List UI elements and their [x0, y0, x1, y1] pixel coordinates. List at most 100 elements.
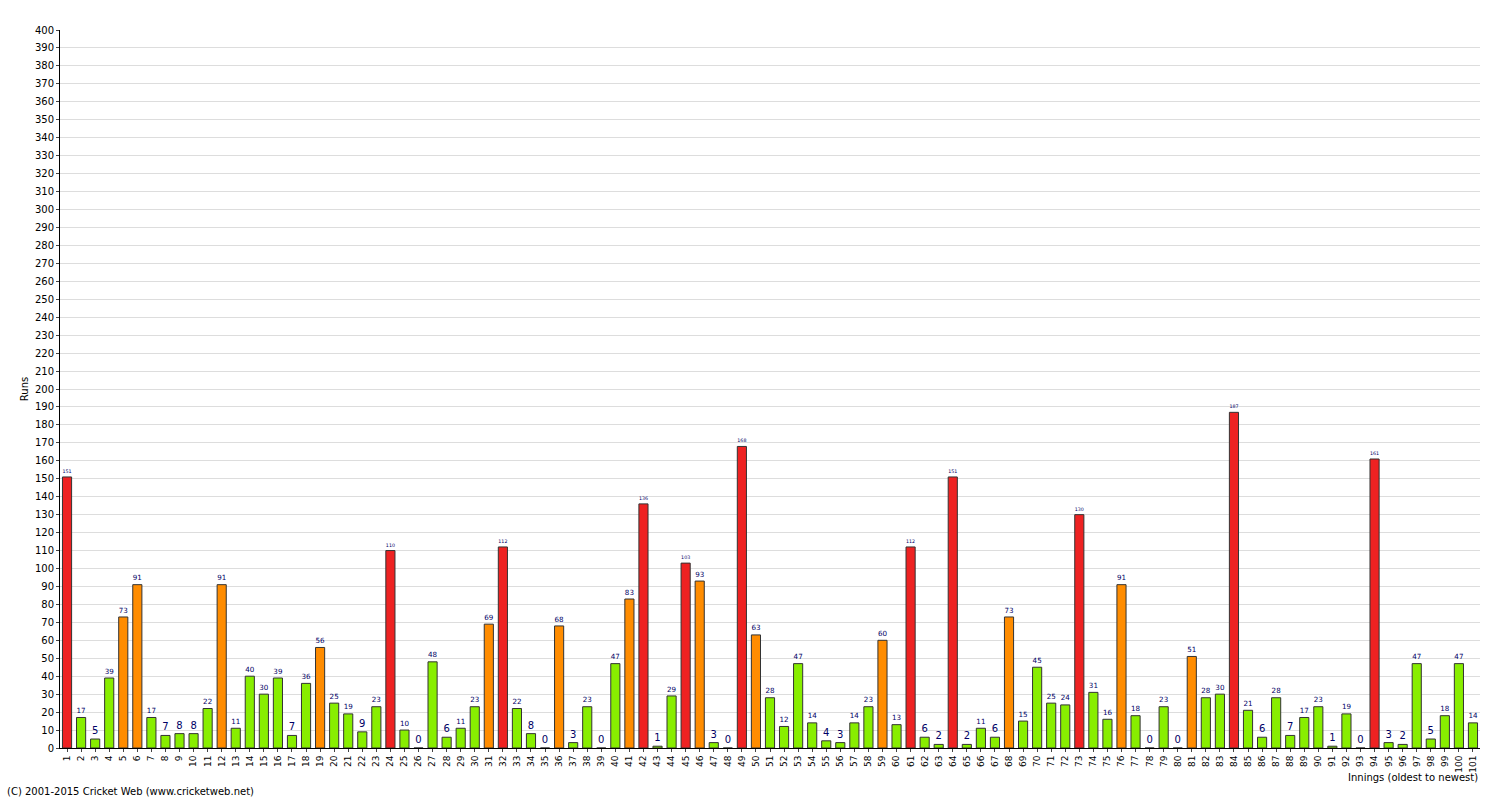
svg-text:75: 75	[1102, 756, 1112, 767]
svg-text:63: 63	[934, 756, 944, 767]
svg-text:21: 21	[343, 756, 353, 767]
svg-text:32: 32	[498, 756, 508, 767]
svg-text:91: 91	[1117, 573, 1126, 582]
svg-text:40: 40	[245, 665, 255, 674]
svg-text:39: 39	[105, 667, 115, 676]
svg-text:5: 5	[118, 756, 128, 762]
svg-text:5: 5	[1428, 725, 1434, 736]
svg-text:8: 8	[528, 720, 534, 731]
svg-text:89: 89	[1299, 755, 1309, 767]
svg-text:99: 99	[1440, 755, 1450, 767]
svg-text:300: 300	[35, 204, 54, 215]
svg-text:240: 240	[35, 312, 54, 323]
svg-text:28: 28	[442, 755, 452, 767]
svg-text:38: 38	[582, 755, 592, 767]
svg-text:1: 1	[62, 756, 72, 762]
svg-text:50: 50	[41, 653, 54, 664]
svg-text:71: 71	[1046, 756, 1056, 767]
svg-text:250: 250	[35, 294, 54, 305]
svg-text:18: 18	[1440, 704, 1450, 713]
svg-text:23: 23	[470, 695, 479, 704]
svg-text:Runs: Runs	[19, 377, 30, 401]
svg-text:120: 120	[35, 527, 54, 538]
svg-text:4: 4	[823, 727, 829, 738]
svg-text:36: 36	[554, 755, 564, 767]
svg-text:0: 0	[598, 734, 604, 745]
svg-text:62: 62	[920, 756, 930, 767]
svg-text:136: 136	[639, 496, 648, 501]
svg-text:69: 69	[1018, 755, 1028, 767]
svg-text:400: 400	[35, 25, 54, 36]
svg-text:81: 81	[1187, 756, 1197, 767]
svg-text:3: 3	[711, 729, 717, 740]
svg-text:96: 96	[1398, 755, 1408, 767]
svg-text:44: 44	[667, 755, 677, 767]
svg-text:23: 23	[372, 695, 381, 704]
svg-text:92: 92	[1341, 756, 1351, 767]
svg-text:29: 29	[667, 685, 677, 694]
svg-text:390: 390	[35, 42, 54, 53]
svg-text:230: 230	[35, 330, 54, 341]
svg-text:60: 60	[878, 629, 888, 638]
svg-text:151: 151	[62, 469, 71, 474]
svg-text:49: 49	[737, 755, 747, 767]
svg-text:60: 60	[891, 755, 901, 767]
svg-text:10: 10	[41, 725, 54, 736]
svg-text:3: 3	[570, 729, 576, 740]
svg-text:2: 2	[936, 730, 942, 741]
svg-text:85: 85	[1243, 756, 1253, 767]
svg-text:20: 20	[329, 755, 339, 767]
svg-text:23: 23	[583, 695, 592, 704]
svg-text:31: 31	[1089, 681, 1098, 690]
svg-text:161: 161	[1370, 451, 1379, 456]
svg-text:30: 30	[259, 683, 269, 692]
svg-text:41: 41	[624, 756, 634, 767]
svg-text:45: 45	[1033, 656, 1042, 665]
svg-text:86: 86	[1257, 755, 1267, 767]
svg-text:37: 37	[568, 756, 578, 767]
svg-text:78: 78	[1145, 755, 1155, 767]
svg-text:47: 47	[611, 652, 620, 661]
svg-text:90: 90	[41, 581, 54, 592]
svg-text:100: 100	[35, 563, 54, 574]
svg-text:14: 14	[245, 755, 255, 767]
svg-text:83: 83	[625, 588, 634, 597]
svg-text:103: 103	[681, 555, 690, 560]
svg-text:60: 60	[41, 635, 54, 646]
svg-text:7: 7	[162, 721, 168, 732]
svg-text:0: 0	[1357, 734, 1363, 745]
svg-text:77: 77	[1130, 756, 1140, 767]
svg-text:54: 54	[807, 755, 817, 767]
svg-text:91: 91	[217, 573, 226, 582]
svg-text:310: 310	[35, 186, 54, 197]
svg-text:2: 2	[1399, 730, 1405, 741]
svg-text:73: 73	[119, 606, 128, 615]
svg-text:97: 97	[1412, 756, 1422, 767]
svg-text:47: 47	[709, 756, 719, 767]
svg-text:130: 130	[35, 509, 54, 520]
svg-text:1: 1	[654, 732, 660, 743]
svg-text:14: 14	[808, 711, 818, 720]
svg-text:130: 130	[1075, 507, 1084, 512]
svg-text:70: 70	[41, 617, 54, 628]
svg-text:79: 79	[1159, 755, 1169, 767]
svg-text:72: 72	[1060, 756, 1070, 767]
svg-text:19: 19	[315, 755, 325, 767]
svg-text:9: 9	[174, 755, 184, 761]
svg-text:28: 28	[765, 686, 775, 695]
svg-text:48: 48	[428, 650, 438, 659]
svg-text:11: 11	[976, 717, 985, 726]
svg-text:4: 4	[104, 755, 114, 761]
svg-text:13: 13	[892, 713, 901, 722]
svg-text:73: 73	[1074, 756, 1084, 767]
svg-text:23: 23	[1159, 695, 1168, 704]
svg-text:16: 16	[1103, 708, 1113, 717]
svg-text:50: 50	[751, 755, 761, 767]
svg-text:76: 76	[1116, 755, 1126, 767]
svg-text:36: 36	[301, 672, 311, 681]
svg-text:65: 65	[962, 756, 972, 767]
svg-text:68: 68	[555, 615, 565, 624]
svg-text:110: 110	[386, 543, 395, 548]
svg-text:45: 45	[681, 756, 691, 767]
svg-text:0: 0	[1175, 734, 1181, 745]
